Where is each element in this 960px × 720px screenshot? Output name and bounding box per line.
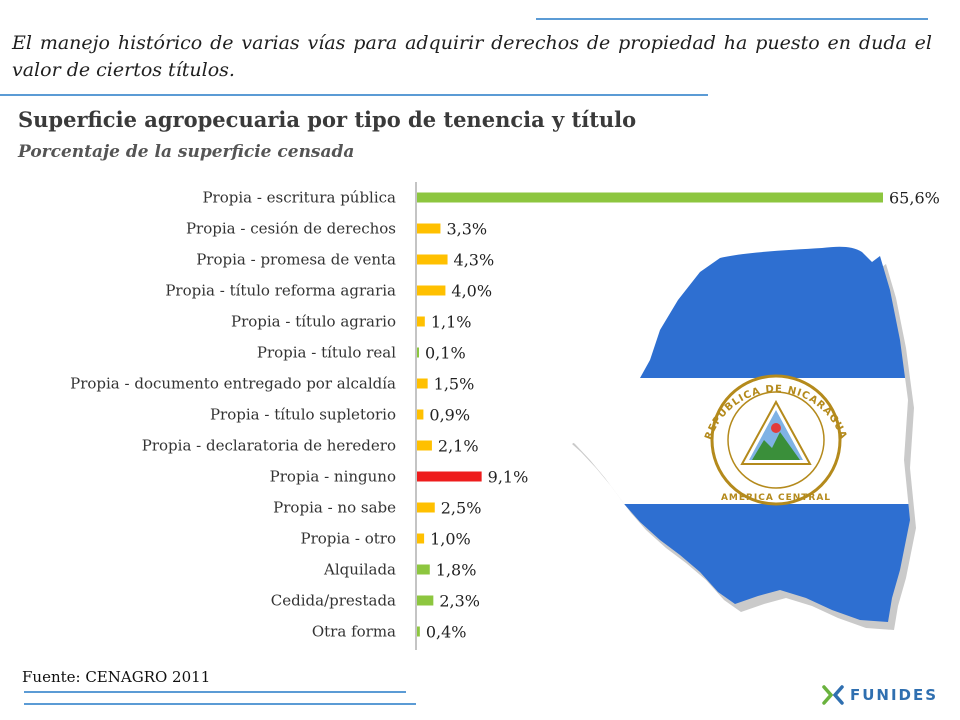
category-label: Propia - escritura pública: [202, 189, 396, 207]
category-label: Alquilada: [323, 561, 396, 579]
category-label: Propia - promesa de venta: [196, 251, 396, 269]
value-label: 0,1%: [425, 344, 466, 363]
category-label: Propia - otro: [300, 530, 396, 548]
funides-x-icon: [822, 685, 844, 705]
funides-logo: FUNIDES: [822, 684, 938, 706]
bar: [417, 595, 434, 606]
value-label: 1,0%: [430, 530, 471, 549]
value-label: 4,0%: [451, 282, 492, 301]
bar: [417, 254, 448, 265]
source-note: Fuente: CENAGRO 2011: [22, 668, 211, 686]
intro-rule: [0, 94, 708, 96]
value-label: 2,3%: [439, 592, 480, 611]
bar: [417, 223, 441, 234]
bar: [417, 502, 435, 513]
bar: [417, 564, 430, 575]
value-label: 2,5%: [441, 499, 482, 518]
intro-text: El manejo histórico de varias vías para …: [12, 32, 932, 81]
category-label: Propia - título real: [257, 344, 396, 362]
category-label: Cedida/prestada: [271, 592, 396, 610]
bar: [417, 533, 425, 544]
category-label: Propia - ninguno: [270, 468, 396, 486]
value-label: 9,1%: [488, 468, 529, 487]
bar: [417, 440, 432, 451]
bar: [417, 285, 446, 296]
bar: [417, 626, 420, 637]
svg-text:AMERICA CENTRAL: AMERICA CENTRAL: [721, 493, 831, 503]
value-label: 1,5%: [434, 375, 475, 394]
value-label: 0,9%: [429, 406, 470, 425]
value-label: 65,6%: [889, 189, 940, 208]
value-label: 4,3%: [454, 251, 495, 270]
bar: [417, 347, 419, 358]
bar: [417, 192, 883, 203]
top-rule: [536, 18, 928, 20]
bottom-rule-1: [24, 691, 406, 693]
category-label: Propia - documento entregado por alcaldí…: [70, 375, 396, 393]
value-label: 2,1%: [438, 437, 479, 456]
category-label: Propia - declaratoria de heredero: [142, 437, 396, 455]
category-label: Otra forma: [312, 623, 396, 641]
chart-title: Superficie agropecuaria por tipo de tene…: [18, 107, 637, 132]
chart-subtitle: Porcentaje de la superficie censada: [18, 142, 355, 162]
funides-logo-text: FUNIDES: [850, 686, 939, 704]
category-label: Propia - título supletorio: [210, 406, 396, 424]
bar: [417, 378, 428, 389]
category-label: Propia - cesión de derechos: [186, 220, 396, 238]
value-label: 1,8%: [436, 561, 477, 580]
value-label: 3,3%: [446, 220, 487, 239]
bar: [417, 471, 482, 482]
category-label: Propia - no sabe: [273, 499, 396, 517]
bar: [417, 409, 424, 420]
value-label: 1,1%: [431, 313, 472, 332]
category-label: Propia - título reforma agraria: [165, 282, 396, 300]
category-label: Propia - título agrario: [231, 313, 396, 331]
bar: [417, 316, 425, 327]
bottom-rule-2: [24, 703, 416, 705]
value-label: 0,4%: [426, 623, 467, 642]
bars-layer: Propia - escritura pública 65,6% Propia - …: [70, 189, 940, 642]
